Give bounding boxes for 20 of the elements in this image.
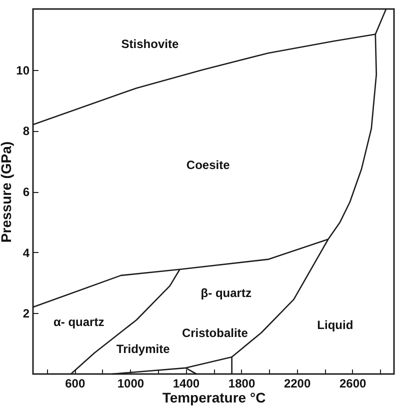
y-axis-title: Pressure (GPa) <box>0 141 14 243</box>
y-tick-label: 6 <box>22 185 30 199</box>
y-tick-label: 8 <box>22 124 30 138</box>
annotation: Cristobalite <box>182 326 248 340</box>
y-tick-label: 10 <box>16 63 30 78</box>
x-axis-title: Temperature °C <box>162 390 266 406</box>
x-tick-label: 1800 <box>228 376 256 390</box>
x-tick-label: 600 <box>65 376 86 390</box>
x-tick-label: 1400 <box>172 376 200 390</box>
y-tick-label: 4 <box>22 246 30 260</box>
annotation: β- quartz <box>200 286 252 300</box>
annotation: α- quartz <box>53 315 104 330</box>
annotation: Liquid <box>317 318 354 332</box>
annotation: Coesite <box>186 158 230 172</box>
x-tick-label: 2200 <box>284 376 311 390</box>
annotation: Stishovite <box>121 37 179 52</box>
annotation: Tridymite <box>116 342 170 356</box>
x-tick-label: 1000 <box>117 376 144 390</box>
y-tick-label: 2 <box>22 306 30 321</box>
x-tick-label: 2600 <box>339 376 367 390</box>
